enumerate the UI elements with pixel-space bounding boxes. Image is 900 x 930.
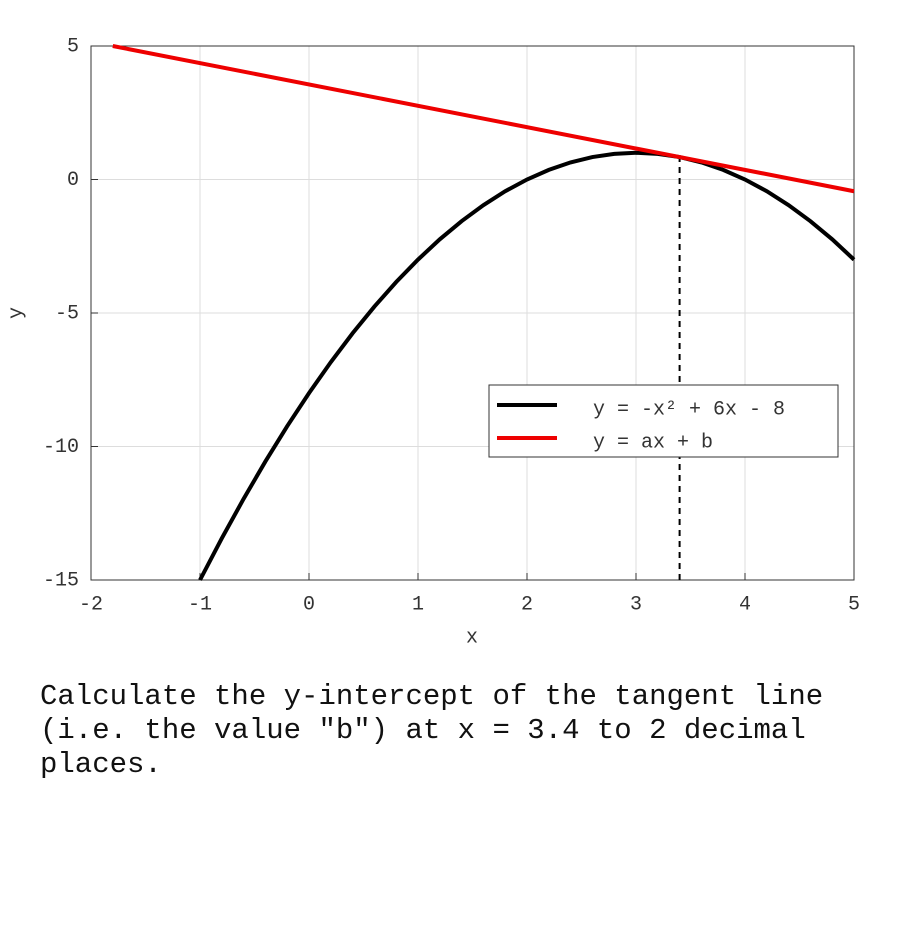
x-tick-label: 1 [412,593,424,616]
plot-frame [90,45,855,581]
y-tick-label: 0 [67,169,79,192]
legend-box [488,384,839,458]
x-tick-label: 4 [739,593,751,616]
x-tick-label: 0 [303,593,315,616]
x-tick-label: -1 [188,593,212,616]
legend-label: y = ax + b [593,431,713,454]
x-tick-label: 2 [521,593,533,616]
x-axis-label: x [466,626,478,649]
x-tick-label: 3 [630,593,642,616]
line [198,150,856,581]
x-tick-label: 5 [848,593,860,616]
y-tick-label: 5 [67,35,79,58]
y-tick-label: -5 [55,302,79,325]
legend-label: y = -x² + 6x - 8 [593,398,785,421]
question: Calculate the y-intercept of the tangent… [40,680,824,781]
x-tick-label: -2 [79,593,103,616]
y-axis-label: y [5,307,28,319]
line [112,44,855,194]
y-tick-label: -10 [43,436,79,459]
y-tick-label: -15 [43,569,79,592]
